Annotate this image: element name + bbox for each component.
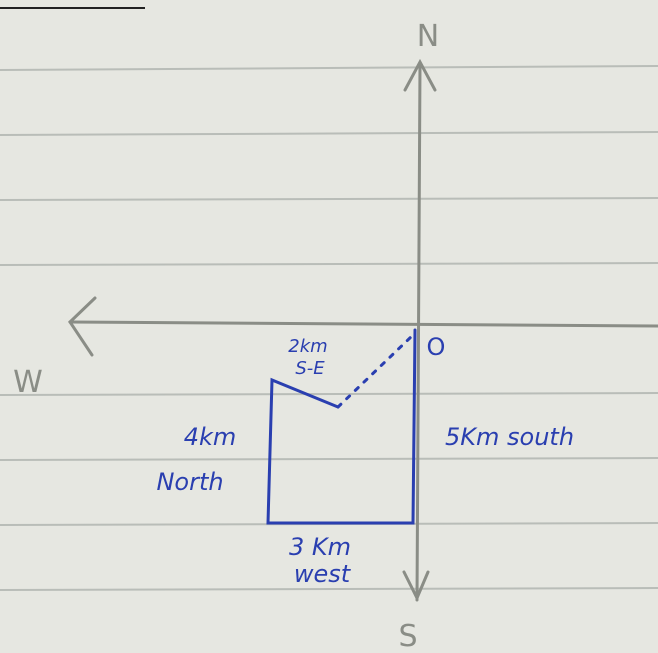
- leg-label: 4km: [184, 423, 237, 451]
- north-label: N: [417, 19, 439, 54]
- notebook-diagram: N S W O 5Km south 3 Km west 4km North 2k…: [0, 0, 658, 653]
- leg-label: 2km: [288, 336, 327, 357]
- origin-label: O: [427, 333, 446, 361]
- leg-label: North: [156, 468, 223, 496]
- leg-label: 5Km south: [445, 423, 574, 451]
- leg-label: west: [294, 560, 352, 588]
- west-label: W: [13, 365, 43, 400]
- south-label: S: [398, 619, 417, 653]
- leg-label: S-E: [295, 358, 325, 379]
- leg-label: 3 Km: [289, 533, 351, 561]
